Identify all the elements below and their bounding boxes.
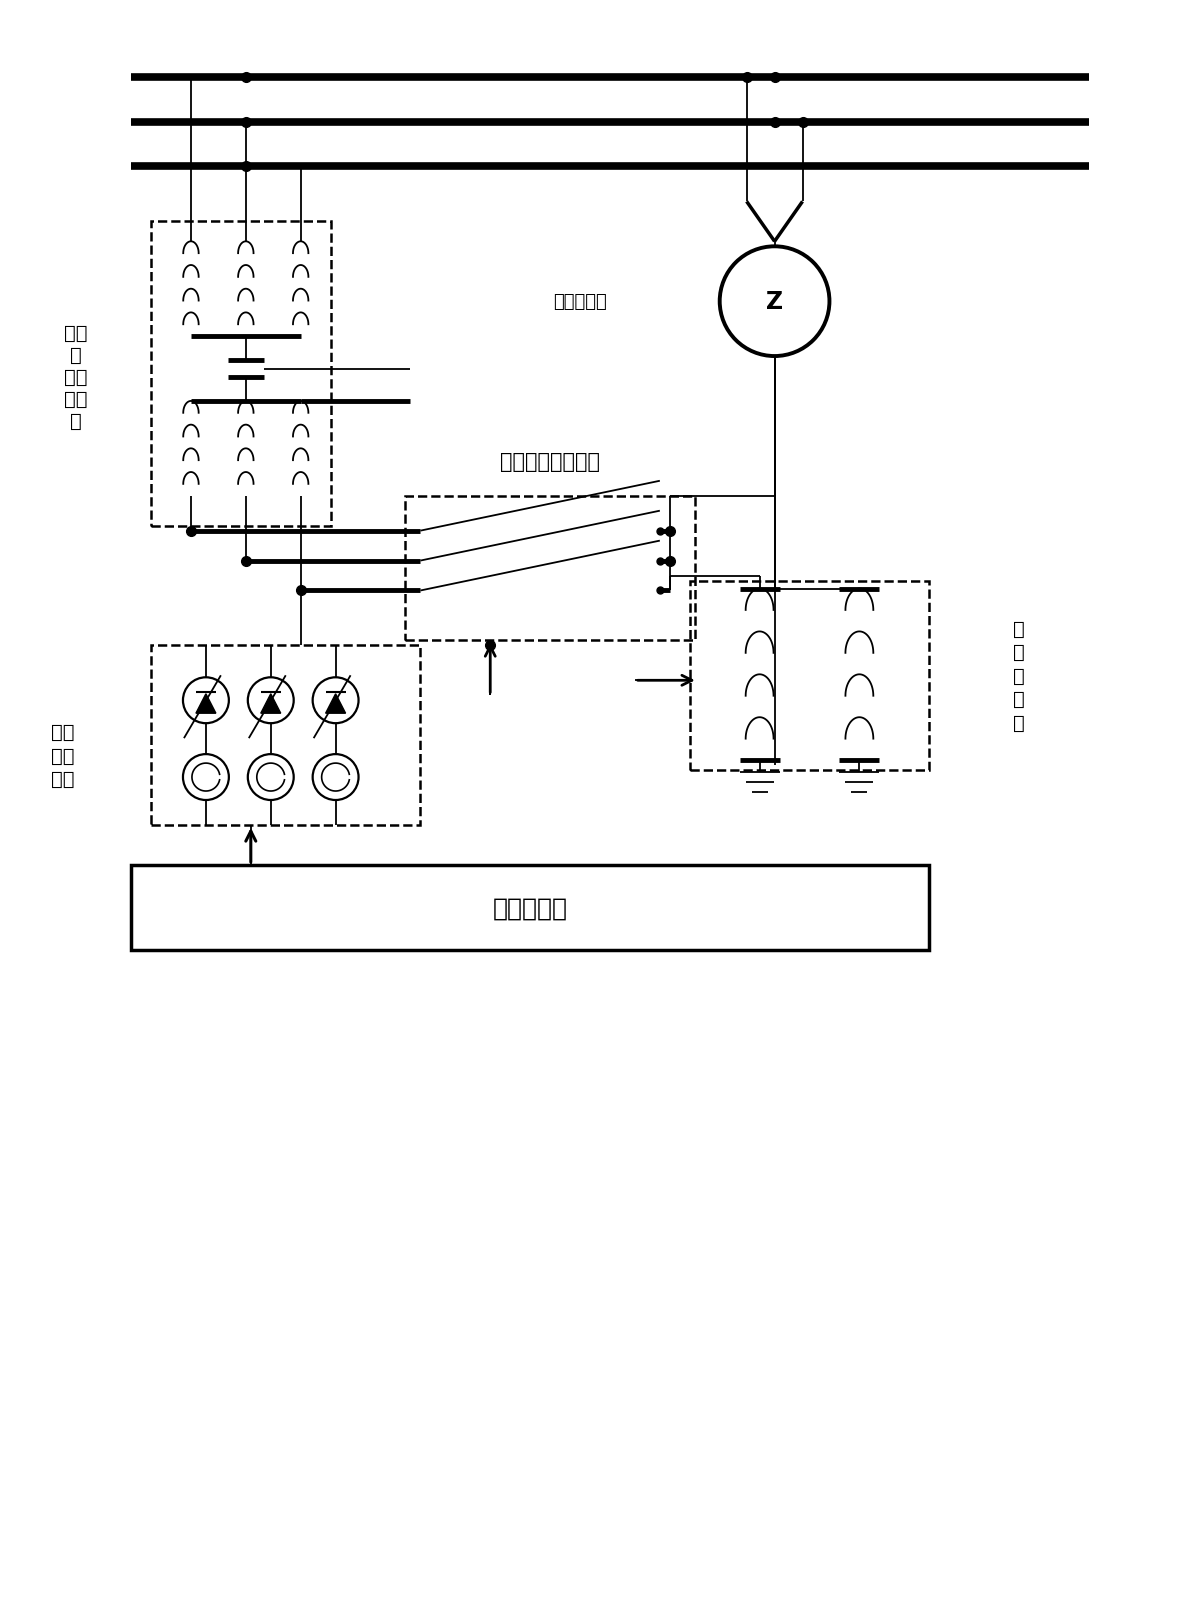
Text: 接地变压器: 接地变压器 <box>553 294 607 311</box>
Polygon shape <box>261 695 281 714</box>
Bar <box>406 496 694 640</box>
Bar <box>131 865 929 950</box>
Bar <box>151 221 331 526</box>
Polygon shape <box>196 695 216 714</box>
Text: 复用控制器: 复用控制器 <box>493 896 567 920</box>
Text: 接地故障补偿开关: 接地故障补偿开关 <box>500 451 601 472</box>
Text: 注
入
变
压
器: 注 入 变 压 器 <box>1014 620 1024 732</box>
Text: Z: Z <box>766 291 783 315</box>
Text: 复用
补偿
装置: 复用 补偿 装置 <box>51 722 75 788</box>
Bar <box>151 645 420 825</box>
Text: 相供
电
电源
变换
器: 相供 电 电源 变换 器 <box>64 323 88 430</box>
Polygon shape <box>325 695 345 714</box>
Bar <box>690 581 929 770</box>
